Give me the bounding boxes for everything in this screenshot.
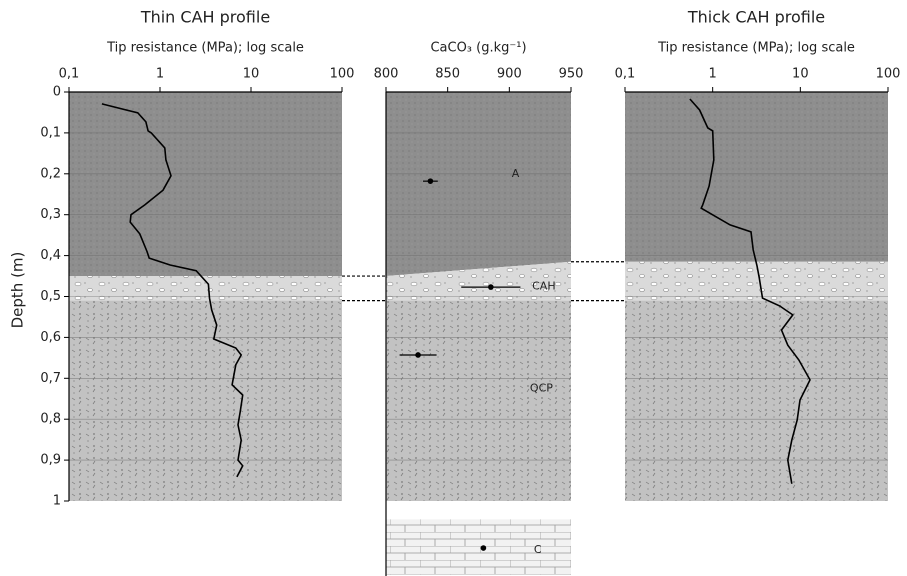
x-tick-label: 800 [374, 67, 399, 82]
x-tick-label: 100 [876, 67, 901, 82]
y-tick-label: 0,7 [40, 371, 61, 386]
point [428, 178, 434, 184]
layer-texture [625, 301, 888, 501]
y-tick-label: 0,4 [40, 248, 61, 263]
y-tick-label: 0,1 [40, 125, 61, 140]
x-tick-label: 10 [243, 67, 260, 82]
y-tick-label: 0,8 [40, 412, 61, 427]
point [415, 352, 421, 358]
y-tick-label: 0,3 [40, 207, 61, 222]
y-tick-label: 0,2 [40, 166, 61, 181]
layer-texture [386, 301, 571, 501]
x-tick-label: 950 [559, 67, 584, 82]
y-axis-label: Depth (m) [9, 252, 27, 329]
panel-title: Thin CAH profile [140, 8, 270, 27]
layer-texture [69, 276, 342, 301]
layer-texture [625, 92, 888, 262]
layer-label: C [534, 543, 542, 556]
x-tick-label: 10 [792, 67, 809, 82]
y-tick-label: 0,5 [40, 289, 61, 304]
layer-texture [625, 262, 888, 301]
x-tick-label: 1 [709, 67, 717, 82]
y-tick-label: 0,9 [40, 453, 61, 468]
layer-texture [69, 92, 342, 276]
layer-label: QCP [530, 382, 553, 395]
layer-label: CAH [532, 279, 555, 292]
x-tick-label: 850 [435, 67, 460, 82]
x-tick-label: 100 [330, 67, 355, 82]
layer-texture [386, 92, 571, 276]
x-tick-label: 0,1 [59, 67, 80, 82]
x-axis-label: Tip resistance (MPa); log scale [657, 41, 855, 56]
x-tick-label: 1 [156, 67, 164, 82]
layer-texture [386, 519, 571, 574]
point [481, 545, 487, 551]
point [488, 284, 494, 290]
x-tick-label: 900 [497, 67, 522, 82]
panel-title: Thick CAH profile [687, 8, 825, 27]
x-axis-label: Tip resistance (MPa); log scale [106, 41, 304, 56]
figure: 0 0,1 0,2 0,3 0,4 0,5 0,6 0,7 0,8 0,9 1 Depth (m) Th… [0, 0, 907, 576]
layer-label: A [512, 167, 520, 180]
y-tick-label: 0 [53, 85, 61, 100]
y-tick-label: 1 [53, 494, 61, 509]
layer-texture [69, 301, 342, 501]
x-axis-label: CaCO₃ (g.kg⁻¹) [430, 41, 526, 56]
y-tick-label: 0,6 [40, 330, 61, 345]
x-tick-label: 0,1 [615, 67, 636, 82]
